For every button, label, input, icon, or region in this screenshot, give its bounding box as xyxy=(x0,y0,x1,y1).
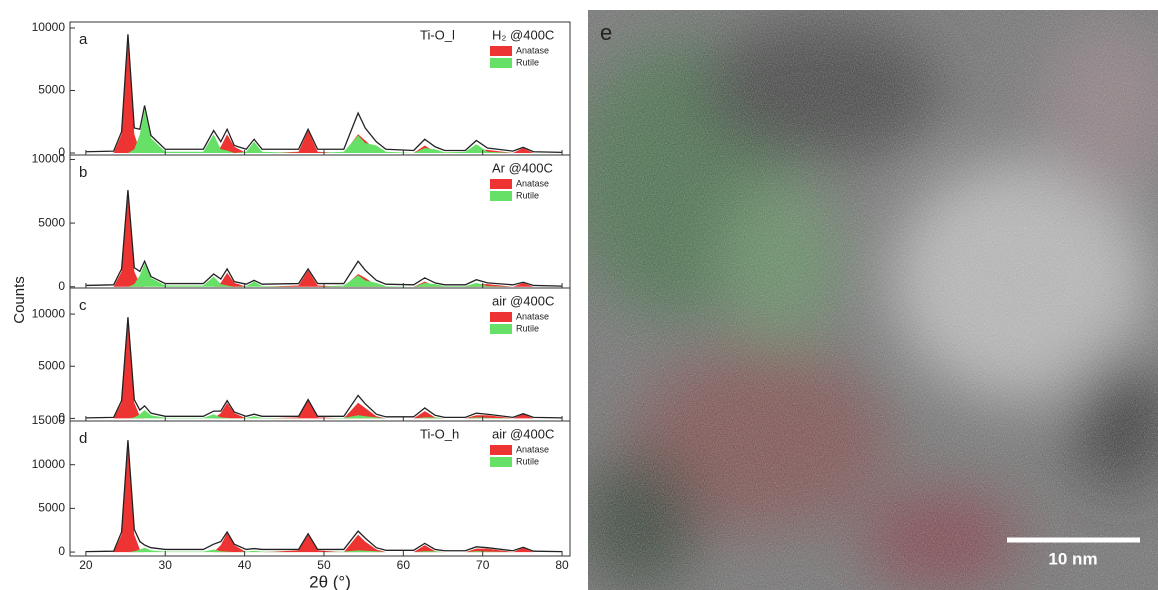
legend-label: Rutile xyxy=(516,57,539,67)
legend-swatch xyxy=(490,457,512,467)
phase-area xyxy=(85,321,563,419)
condition-label: Ar @400C xyxy=(492,160,553,175)
panel-label: b xyxy=(79,164,87,181)
legend-swatch xyxy=(490,191,512,201)
condition-label: H₂ @400C xyxy=(492,27,554,42)
panel-label: a xyxy=(79,31,88,48)
condition-label: air @400C xyxy=(492,426,554,441)
condition-label: air @400C xyxy=(492,293,554,308)
y-tick-label: 0 xyxy=(58,544,65,558)
y-tick-label: 10000 xyxy=(32,306,66,320)
legend-label: Rutile xyxy=(516,456,539,466)
y-tick-label: 5000 xyxy=(38,501,65,515)
y-tick-label: 0 xyxy=(58,279,65,293)
legend-swatch xyxy=(490,179,512,189)
legend-swatch xyxy=(490,324,512,334)
legend-label: Rutile xyxy=(516,323,539,333)
panel xyxy=(85,34,563,154)
panel-label: e xyxy=(600,20,612,45)
x-tick-label: 80 xyxy=(555,558,569,572)
x-tick-label: 50 xyxy=(317,558,331,572)
legend-swatch xyxy=(490,312,512,322)
observed-line xyxy=(85,34,563,154)
x-axis-label: 2θ (°) xyxy=(309,572,351,590)
panel-label: d xyxy=(79,430,87,447)
legend-label: Rutile xyxy=(516,190,539,200)
phase-area xyxy=(85,547,563,553)
y-tick-label: 10000 xyxy=(32,20,66,34)
observed-line xyxy=(85,317,563,419)
panel xyxy=(85,189,563,287)
y-tick-label: 15000 xyxy=(32,413,66,427)
phase-area xyxy=(85,447,563,553)
y-tick-label: 10000 xyxy=(32,457,66,471)
panel xyxy=(85,317,563,419)
panel-frame xyxy=(69,420,571,557)
sample-label: Ti-O_h xyxy=(420,426,459,441)
legend-label: Anatase xyxy=(516,444,549,454)
panel xyxy=(85,440,563,553)
phase-area xyxy=(85,109,563,153)
panel-label: c xyxy=(79,297,87,314)
phase-area xyxy=(85,410,563,419)
legend-label: Anatase xyxy=(516,311,549,321)
phase-area xyxy=(85,40,563,153)
observed-line xyxy=(85,440,563,553)
legend-swatch xyxy=(490,445,512,455)
y-tick-label: 5000 xyxy=(38,215,65,229)
x-tick-label: 70 xyxy=(476,558,490,572)
legend-swatch xyxy=(490,58,512,68)
y-tick-label: 5000 xyxy=(38,358,65,372)
x-tick-label: 40 xyxy=(238,558,252,572)
phase-area xyxy=(85,195,563,287)
x-tick-label: 30 xyxy=(159,558,173,572)
y-tick-label: 10000 xyxy=(32,152,66,166)
legend-label: Anatase xyxy=(516,178,549,188)
y-tick-label: 5000 xyxy=(38,83,65,97)
sample-label: Ti-O_l xyxy=(420,27,455,42)
y-axis-label: Counts xyxy=(11,276,28,324)
observed-line xyxy=(85,189,563,287)
legend-swatch xyxy=(490,46,512,56)
tem-image xyxy=(588,10,1158,590)
scale-bar-label: 10 nm xyxy=(1048,549,1097,568)
x-tick-label: 20 xyxy=(79,558,93,572)
y-tick-label: 0 xyxy=(58,411,65,425)
legend-label: Anatase xyxy=(516,45,549,55)
y-tick-label: 0 xyxy=(58,145,65,159)
x-tick-label: 60 xyxy=(397,558,411,572)
